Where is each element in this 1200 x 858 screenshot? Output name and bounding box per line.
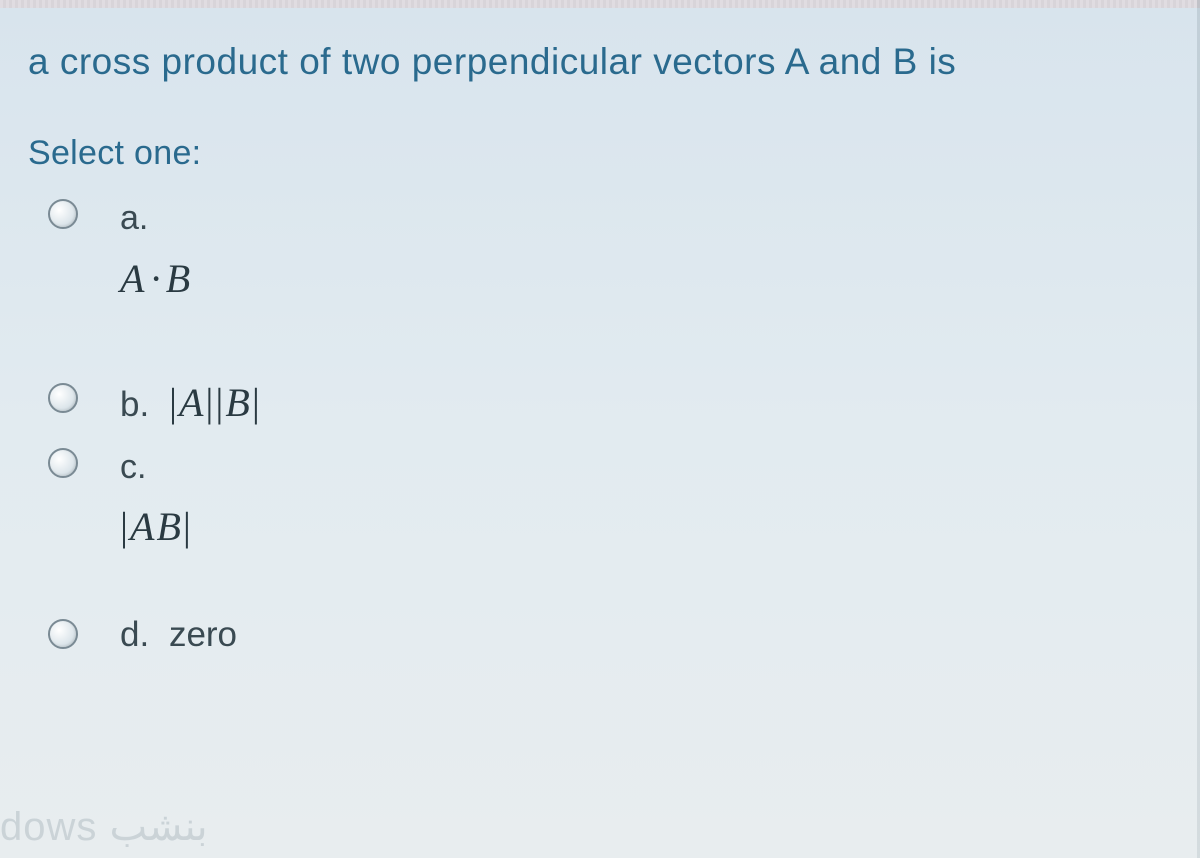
option-b-letter: b. <box>120 385 149 424</box>
option-d-row[interactable]: d. zero <box>48 615 1172 655</box>
math-a-A: A <box>120 256 146 301</box>
option-b-row[interactable]: b. |A||B| <box>48 379 1172 426</box>
option-b-math: |A||B| <box>169 380 262 425</box>
math-c-pipe1: | <box>120 504 130 549</box>
option-c-math: |AB| <box>120 504 193 549</box>
radio-option-d[interactable] <box>48 619 78 649</box>
radio-option-a[interactable] <box>48 199 78 229</box>
math-a-dot: · <box>149 256 162 301</box>
math-b-pipe1: | <box>169 380 179 425</box>
select-one-label: Select one: <box>28 134 1172 173</box>
watermark-text: dows بنشب <box>0 804 208 850</box>
option-d-letter: d. <box>120 615 149 654</box>
math-b-pipe2: || <box>205 380 225 425</box>
math-c-pipe2: | <box>183 504 193 549</box>
question-text: a cross product of two perpendicular vec… <box>28 38 1172 86</box>
radio-option-c[interactable] <box>48 448 78 478</box>
radio-option-b[interactable] <box>48 383 78 413</box>
top-border-decoration <box>0 0 1200 8</box>
option-a-letter: a. <box>120 195 192 243</box>
math-b-pipe3: | <box>252 380 262 425</box>
option-d-content: d. zero <box>120 615 237 655</box>
math-b-A: A <box>179 380 205 425</box>
option-a-row[interactable]: a. A·B <box>48 195 1172 307</box>
options-group: a. A·B b. |A||B| c. |AB| d. <box>28 195 1172 655</box>
option-c-content: c. |AB| <box>120 444 193 556</box>
math-c-AB: AB <box>130 504 183 549</box>
option-d-text: zero <box>169 615 237 654</box>
option-a-math: A·B <box>120 256 192 301</box>
option-c-letter: c. <box>120 444 193 492</box>
math-b-B: B <box>225 380 251 425</box>
option-b-content: b. |A||B| <box>120 379 262 426</box>
math-a-B: B <box>166 256 192 301</box>
quiz-content: a cross product of two perpendicular vec… <box>0 0 1200 711</box>
option-a-content: a. A·B <box>120 195 192 307</box>
option-c-row[interactable]: c. |AB| <box>48 444 1172 556</box>
